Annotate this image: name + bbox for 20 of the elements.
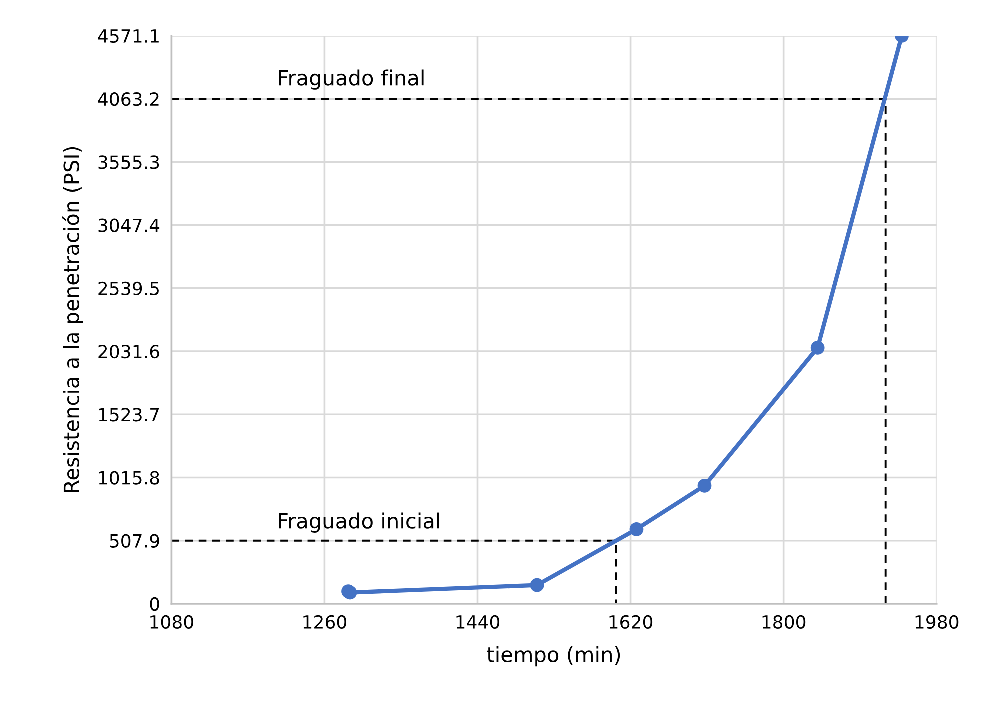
x-tick-label: 1440: [456, 615, 500, 630]
y-tick-label: 4571.1: [98, 30, 159, 44]
annotation: Fraguado inicial: [279, 512, 440, 533]
y-tick-label: 3555.3: [98, 156, 160, 170]
y-tick-label: 4063.2: [98, 92, 159, 106]
y-tick-label: 1015.8: [99, 471, 160, 485]
y-tick-label: 1523.7: [99, 408, 160, 422]
x-axis-title: tiempo (min): [487, 646, 620, 667]
x-tick-label: 1260: [304, 615, 346, 630]
x-tick-label: 1800: [762, 615, 806, 630]
y-tick-label: 507.9: [110, 534, 160, 548]
y-tick-label: 0: [150, 597, 160, 612]
y-tick-label: 3047.4: [98, 218, 160, 232]
x-tick-label: 1620: [610, 615, 653, 630]
y-tick-label: 2539.5: [98, 282, 159, 296]
annotation: Fraguado final: [279, 70, 424, 90]
x-tick-label: 1980: [916, 615, 959, 630]
x-tick-label: 1080: [150, 615, 194, 630]
y-axis-title: Resistencia a la penetración (PSI): [62, 147, 84, 492]
y-tick-label: 2031.6: [98, 344, 160, 359]
